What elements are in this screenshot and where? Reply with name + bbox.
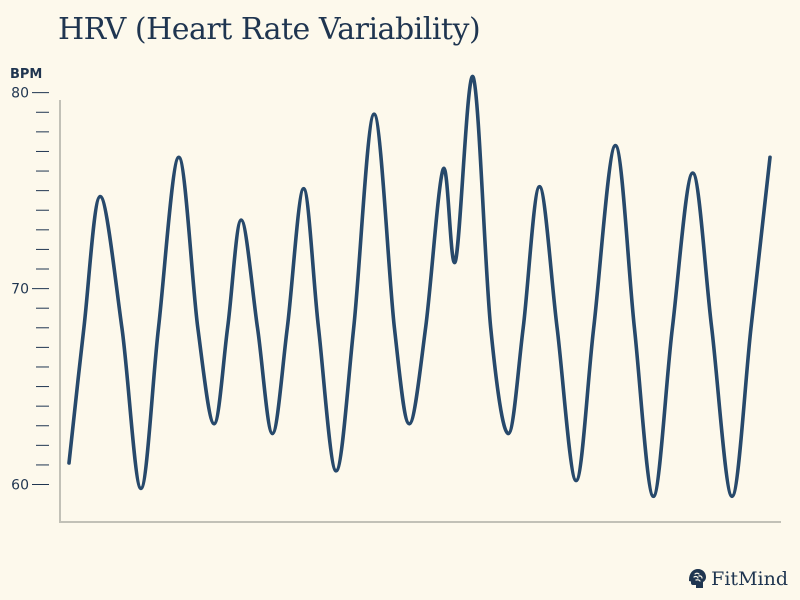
y-axis-ticks: 60 70 80 [11, 86, 49, 494]
brand-name: FitMind [711, 568, 788, 590]
chart-title: HRV (Heart Rate Variability) [58, 12, 481, 47]
y-tick-label: 70 [11, 282, 29, 298]
head-brain-icon [689, 569, 707, 588]
y-axis-unit-label: BPM [10, 67, 42, 82]
y-tick-label: 60 [11, 478, 29, 494]
hrv-series-line [67, 75, 772, 499]
y-tick-label: 80 [11, 86, 29, 102]
fitmind-brand: FitMind [687, 568, 788, 590]
